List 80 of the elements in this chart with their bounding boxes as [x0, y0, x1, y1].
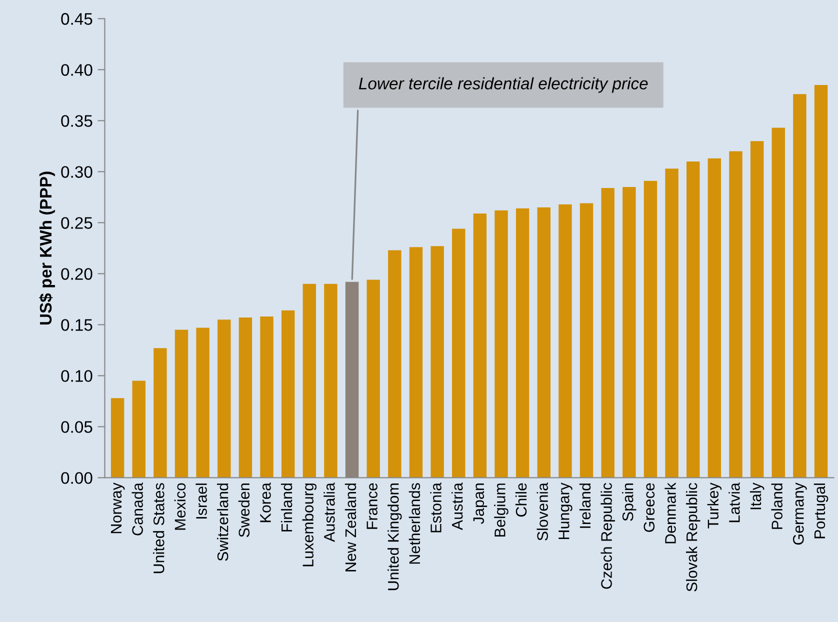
x-tick-label: Luxembourg [302, 484, 317, 566]
bar [558, 204, 572, 478]
bar [473, 213, 487, 478]
x-tick-label: Greece [644, 483, 655, 532]
x-tick-label: Slovenia [536, 482, 548, 540]
y-tick-label: 0.45 [61, 13, 92, 25]
x-tick-label: Mexico [174, 483, 186, 530]
x-tick-label: Canada [132, 482, 143, 536]
bar [366, 280, 380, 478]
bar [750, 141, 764, 478]
bar [324, 284, 338, 478]
bar [494, 210, 508, 478]
x-tick-label: Hungary [558, 482, 572, 540]
x-tick-label: Australia [324, 482, 335, 542]
x-tick-label: Turkey [707, 482, 722, 528]
x-tick-label: Austria [452, 482, 463, 530]
bar [238, 318, 252, 478]
x-tick-label: New Zealand [344, 484, 356, 572]
annotation: Lower tercile residential electricity price [358, 77, 648, 93]
bar [686, 161, 700, 478]
bar [580, 203, 594, 478]
y-tick-label: 0.40 [61, 64, 92, 76]
y-tick-label: 0.30 [61, 166, 92, 178]
bar [516, 208, 530, 478]
bar [218, 320, 231, 478]
bar [644, 180, 658, 478]
bar [537, 207, 550, 478]
x-tick-label: France [366, 483, 378, 529]
x-tick-label: Korea [260, 482, 271, 522]
y-tick-label: 0.20 [61, 268, 92, 280]
bar [409, 247, 423, 478]
bar [302, 284, 316, 478]
x-tick-label: United States [153, 483, 164, 574]
bar [281, 310, 295, 478]
bar [729, 151, 742, 478]
x-tick-label: Finland [280, 484, 292, 532]
bar [665, 168, 678, 478]
x-tick-label: Sweden [238, 484, 250, 538]
x-tick-label: Latvia [728, 482, 740, 522]
y-tick-label: 0.00 [61, 472, 92, 484]
x-tick-label: Israel [196, 484, 207, 519]
x-tick-label: Portugal [814, 484, 828, 538]
x-tick-label: Germany [792, 482, 807, 545]
bar [772, 128, 785, 478]
x-tick-label: Spain [622, 484, 636, 521]
x-tick-label: Italy [750, 482, 764, 510]
bar [154, 348, 167, 478]
x-tick-label: Slovak Republic [686, 482, 700, 592]
bar [110, 398, 124, 478]
bar [793, 94, 806, 478]
bar [814, 84, 828, 478]
x-tick-label: Denmark [664, 482, 676, 544]
bar [196, 328, 210, 478]
bar [260, 316, 274, 478]
bar [174, 330, 188, 478]
x-tick-label: Poland [771, 484, 782, 529]
y-tick-label: 0.35 [61, 115, 92, 127]
x-tick-label: Chile [515, 483, 527, 517]
x-tick-label: Belgium [494, 484, 508, 536]
bar [430, 246, 444, 478]
bar [622, 186, 636, 478]
x-tick-label: Switzerland [217, 484, 228, 561]
bar [132, 380, 146, 478]
x-tick-label: Norway [110, 482, 125, 534]
x-tick-label: Japan [473, 484, 488, 524]
x-tick-label: Ireland [579, 484, 591, 528]
y-tick-label: 0.10 [61, 370, 92, 382]
x-tick-label: Estonia [430, 482, 442, 532]
x-tick-label: Netherlands [408, 483, 420, 564]
bar [708, 158, 722, 478]
bar [345, 282, 359, 478]
y-tick-label: 0.15 [61, 319, 92, 331]
y-tick-label: 0.25 [61, 217, 92, 229]
x-tick-label: Czech Republic [600, 482, 615, 589]
y-axis-title: US$ per KWh (PPP) [39, 172, 55, 324]
bar [388, 250, 402, 478]
bar [452, 228, 466, 478]
x-tick-label: United Kingdom [388, 484, 402, 590]
bar [601, 188, 614, 478]
y-tick-label: 0.05 [61, 421, 92, 433]
